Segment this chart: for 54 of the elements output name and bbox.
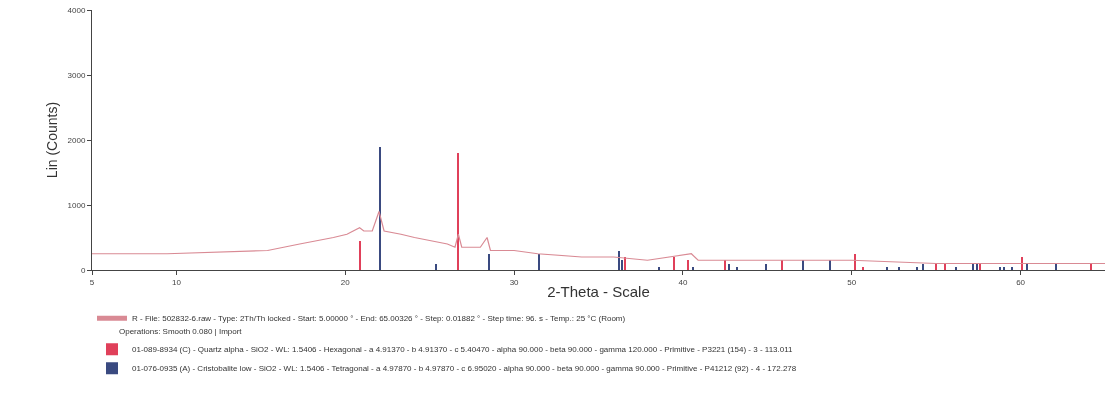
x-tick-label: 20 [340, 277, 351, 287]
bar [728, 264, 730, 270]
bar [379, 147, 381, 270]
x-tick-label: 30 [509, 277, 520, 287]
bar [457, 153, 459, 270]
bar [802, 260, 804, 270]
legend-label: 01-089-8934 (C) - Quartz alpha - SiO2 - WL: 1.5406 - Hexagonal - a 4.91370 - b 4.91370 - c 5.40470 - alpha 90.000 - beta 90.000 - gamma 120.000 - Primitive - P3221 (154) - 3 - 113.011 [132, 345, 794, 355]
bar [673, 257, 675, 270]
bar [1090, 264, 1092, 270]
line-series [92, 210, 1105, 265]
y-axis-title: Lin (Counts) [44, 101, 61, 179]
legend-label: R - File: 502832-6.raw - Type: 2Th/Th locked - Start: 5.00000 ° - End: 65.00326 ° - Step: 0.01882 ° - Step time: 96. s - Temp.: 25 °C (Room) [132, 314, 626, 324]
x-tick-label: 40 [678, 277, 688, 287]
y-tick-label: 2000 [67, 135, 86, 145]
y-tick-label: 0 [80, 265, 86, 275]
bar [781, 260, 783, 270]
bar [658, 267, 660, 270]
y-tick-label: 1000 [67, 200, 86, 210]
bar [1021, 257, 1023, 270]
x-tick-label: 10 [171, 277, 182, 287]
bar [687, 260, 689, 270]
bar [886, 267, 888, 270]
bar [488, 254, 490, 270]
bar [862, 267, 864, 270]
bar [618, 251, 620, 270]
x-axis-title: 2-Theta - Scale [547, 282, 650, 300]
bar [538, 254, 540, 270]
legend-label: 01-076-0935 (A) - Cristobalite low - SiO2 - WL: 1.5406 - Tetragonal - a 4.97870 - b 4.97870 - c 6.95020 - alpha 90.000 - beta 90.000 - gamma 90.000 - Primitive - P41212 (92) - 4 - 172.278 [132, 364, 797, 374]
text: Operations: Smooth 0.080 | Import [119, 327, 243, 336]
bar [999, 267, 1001, 270]
bar [765, 264, 767, 270]
bar [972, 264, 974, 270]
bar [935, 264, 937, 270]
bar [955, 267, 957, 270]
bar [944, 264, 946, 270]
x-tick-label: 5 [89, 277, 95, 287]
bar [898, 267, 900, 270]
y-tick-label: 4000 [67, 5, 86, 15]
bar [829, 260, 831, 270]
bar [435, 264, 437, 270]
x-tick-label: 50 [847, 277, 857, 287]
bar [1011, 267, 1013, 270]
bar [359, 241, 361, 270]
bar [724, 260, 726, 270]
bar [916, 267, 918, 270]
bar [1026, 264, 1028, 270]
bar [854, 254, 856, 270]
bar [692, 267, 694, 270]
bar [922, 264, 924, 270]
x-tick-label: 60 [1016, 277, 1026, 287]
bar [1003, 267, 1005, 270]
bar [1055, 264, 1057, 270]
y-tick-label: 3000 [67, 70, 86, 80]
bar [736, 267, 738, 270]
